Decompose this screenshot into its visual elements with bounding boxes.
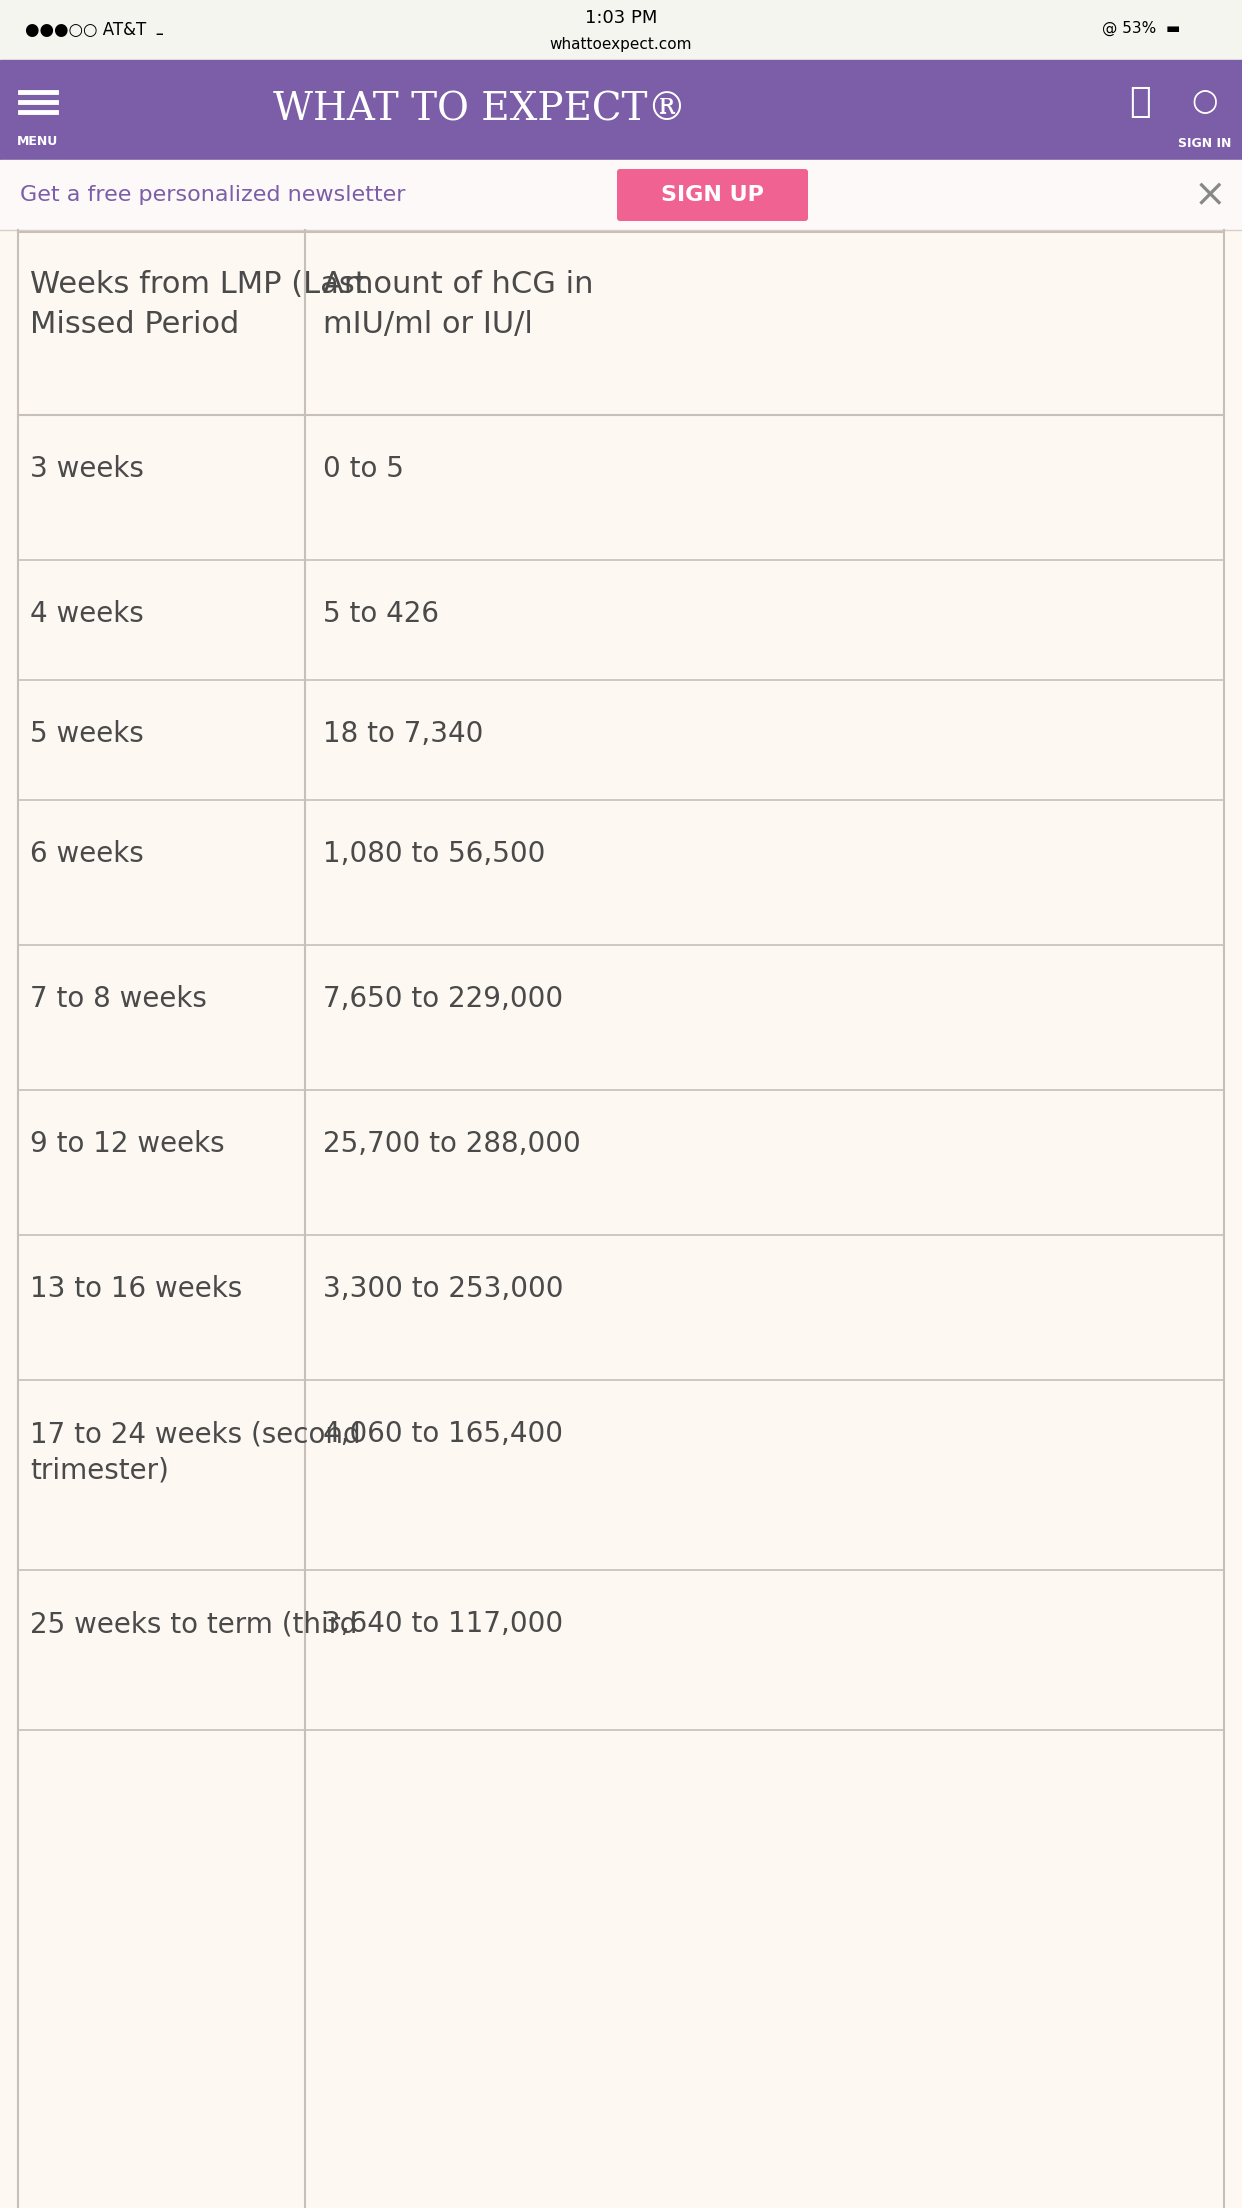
Bar bbox=[0, 0, 1242, 60]
Bar bbox=[0, 60, 1242, 159]
Text: 13 to 16 weeks: 13 to 16 weeks bbox=[30, 1274, 242, 1303]
Text: Amount of hCG in: Amount of hCG in bbox=[323, 269, 594, 298]
Text: SIGN UP: SIGN UP bbox=[661, 185, 764, 205]
Text: ○: ○ bbox=[1191, 88, 1218, 117]
Text: @ 53%  ▬: @ 53% ▬ bbox=[1102, 20, 1180, 35]
Text: ⌕: ⌕ bbox=[1129, 84, 1151, 119]
Text: 4 weeks: 4 weeks bbox=[30, 601, 144, 627]
Text: 1,080 to 56,500: 1,080 to 56,500 bbox=[323, 839, 545, 868]
Text: Weeks from LMP (Last: Weeks from LMP (Last bbox=[30, 269, 366, 298]
Text: 25 weeks to term (third: 25 weeks to term (third bbox=[30, 1610, 358, 1638]
Text: SIGN IN: SIGN IN bbox=[1179, 137, 1232, 150]
Text: whattoexpect.com: whattoexpect.com bbox=[550, 38, 692, 51]
Text: Get a free personalized newsletter: Get a free personalized newsletter bbox=[20, 185, 405, 205]
Text: trimester): trimester) bbox=[30, 1455, 169, 1484]
Text: 3,300 to 253,000: 3,300 to 253,000 bbox=[323, 1274, 564, 1303]
FancyBboxPatch shape bbox=[617, 170, 809, 221]
Text: 1:03 PM: 1:03 PM bbox=[585, 9, 657, 26]
Text: 25,700 to 288,000: 25,700 to 288,000 bbox=[323, 1130, 581, 1157]
Text: 7 to 8 weeks: 7 to 8 weeks bbox=[30, 985, 207, 1013]
Text: 3 weeks: 3 weeks bbox=[30, 455, 144, 484]
Text: WHAT TO EXPECT®: WHAT TO EXPECT® bbox=[273, 91, 687, 128]
Text: ×: × bbox=[1194, 177, 1226, 214]
Text: 0 to 5: 0 to 5 bbox=[323, 455, 404, 484]
Text: MENU: MENU bbox=[17, 135, 58, 148]
Text: 5 to 426: 5 to 426 bbox=[323, 601, 438, 627]
Text: Missed Period: Missed Period bbox=[30, 309, 240, 340]
Text: 7,650 to 229,000: 7,650 to 229,000 bbox=[323, 985, 563, 1013]
Text: 4,060 to 165,400: 4,060 to 165,400 bbox=[323, 1420, 563, 1448]
Text: 17 to 24 weeks (second: 17 to 24 weeks (second bbox=[30, 1420, 360, 1448]
Text: 3,640 to 117,000: 3,640 to 117,000 bbox=[323, 1610, 563, 1638]
Text: 18 to 7,340: 18 to 7,340 bbox=[323, 720, 483, 749]
Text: 6 weeks: 6 weeks bbox=[30, 839, 144, 868]
Bar bbox=[0, 159, 1242, 230]
Bar bbox=[0, 230, 1242, 2208]
Text: 9 to 12 weeks: 9 to 12 weeks bbox=[30, 1130, 225, 1157]
Text: 5 weeks: 5 weeks bbox=[30, 720, 144, 749]
Text: mIU/ml or IU/l: mIU/ml or IU/l bbox=[323, 309, 533, 340]
Text: ●●●○○ AT&T  ߺ: ●●●○○ AT&T ߺ bbox=[25, 22, 163, 40]
